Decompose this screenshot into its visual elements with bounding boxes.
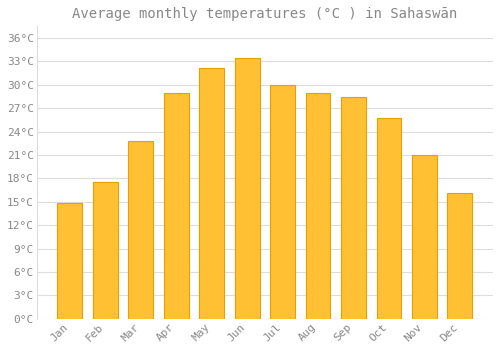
Bar <box>270 85 295 319</box>
Bar <box>58 203 82 319</box>
Bar <box>128 141 153 319</box>
Bar <box>93 182 118 319</box>
Bar <box>448 193 472 319</box>
Bar <box>164 93 188 319</box>
Bar <box>306 93 330 319</box>
Bar <box>235 58 260 319</box>
Title: Average monthly temperatures (°C ) in Sahaswān: Average monthly temperatures (°C ) in Sa… <box>72 7 458 21</box>
Bar <box>200 68 224 319</box>
Bar <box>341 97 366 319</box>
Bar <box>412 155 437 319</box>
Bar <box>376 118 402 319</box>
